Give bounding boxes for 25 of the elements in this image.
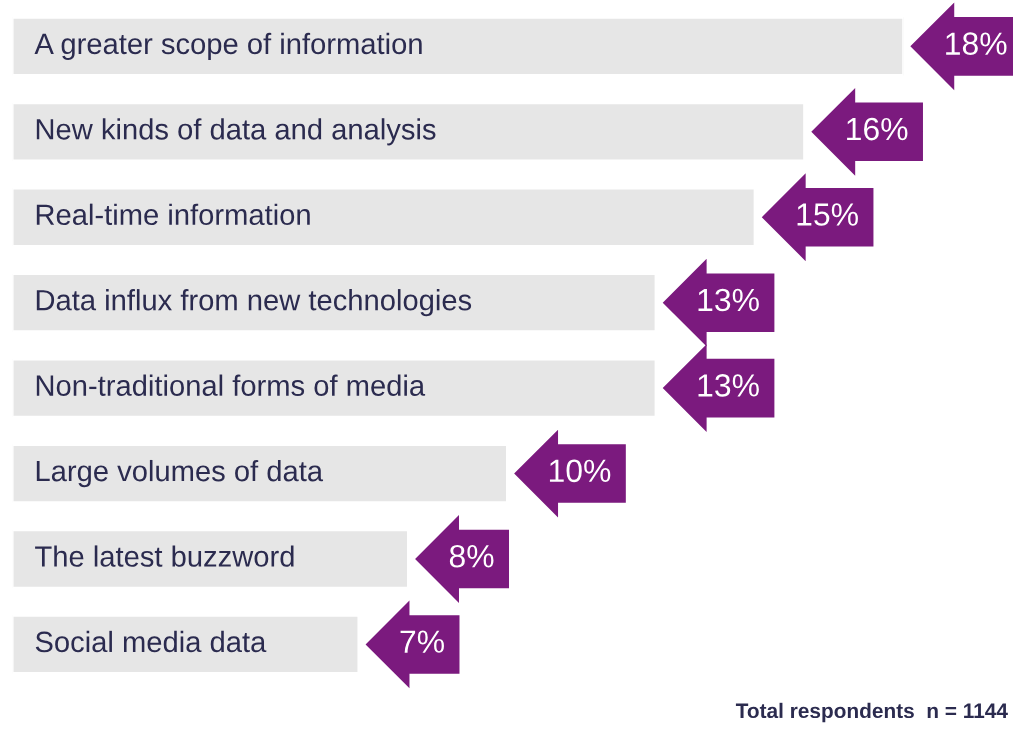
bar	[12, 186, 757, 248]
data-label: 18%	[946, 32, 1007, 55]
bar	[12, 357, 658, 419]
bar	[12, 528, 410, 590]
y-tick-label: A greater scope of information	[34, 32, 422, 60]
bar	[12, 613, 361, 675]
data-label: 10%	[549, 459, 611, 483]
y-tick-label: Data influx from new technologies	[36, 289, 472, 317]
y-tick-label: Social media data	[35, 630, 267, 653]
bar	[12, 15, 904, 77]
bar	[12, 272, 658, 334]
y-tick-label: The latest buzzword	[35, 545, 294, 567]
data-label: 16%	[847, 117, 908, 141]
data-label: 7%	[400, 630, 444, 653]
y-tick-label: New kinds of data and analysis	[36, 118, 436, 146]
bar	[12, 101, 806, 163]
y-tick-label: Real-time information	[36, 203, 310, 226]
y-tick-label: Large volumes of data	[36, 459, 324, 488]
data-label: 15%	[797, 203, 858, 226]
bar	[12, 443, 509, 504]
text: Total respondents n = 1144	[735, 702, 1008, 723]
data-label: 8%	[449, 544, 494, 568]
data-label: 13%	[698, 374, 759, 397]
data-label: 13%	[698, 288, 759, 312]
y-tick-label: Non-traditional forms of media	[36, 374, 426, 396]
